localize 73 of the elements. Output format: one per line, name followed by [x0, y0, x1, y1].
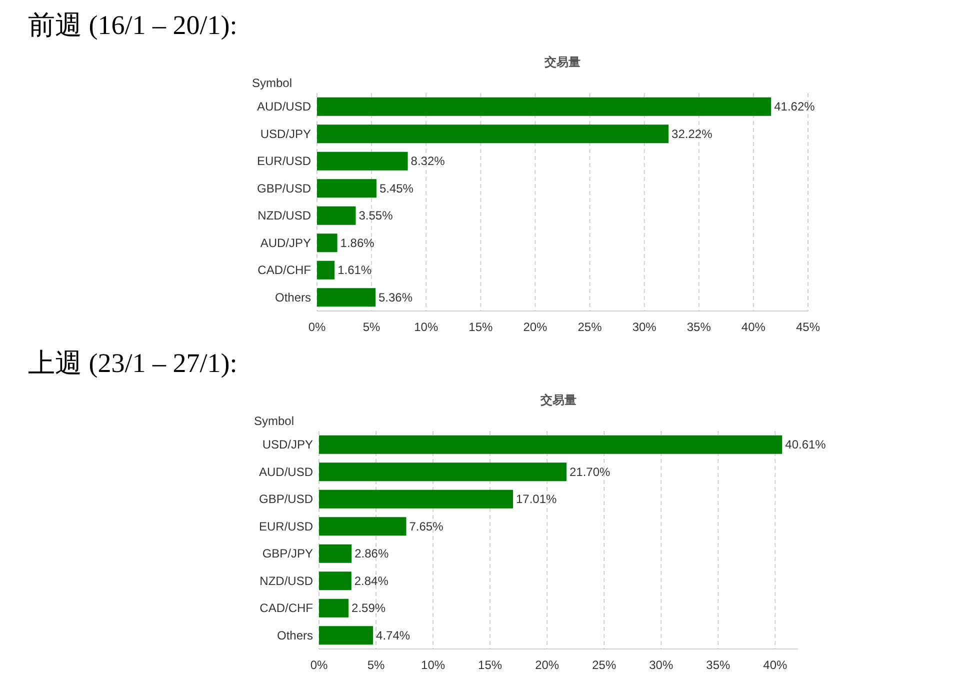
data-label: 21.70% — [569, 464, 611, 479]
data-label: 5.36% — [378, 290, 413, 304]
x-tick-label: 25% — [578, 320, 602, 334]
x-tick-label: 10% — [414, 320, 438, 334]
x-tick-label: 40% — [763, 658, 788, 672]
data-label: 2.84% — [354, 574, 389, 588]
bar — [317, 260, 335, 280]
y-tick-label: AUD/USD — [258, 464, 314, 479]
x-tick-label: 25% — [592, 658, 616, 672]
bar — [317, 97, 772, 116]
y-tick-label: Others — [274, 290, 311, 304]
y-axis-title: Symbol — [252, 76, 292, 90]
data-label: 2.59% — [352, 601, 386, 616]
y-tick-label: GBP/USD — [256, 181, 312, 196]
x-tick-label: 35% — [706, 658, 730, 672]
data-label: 4.74% — [376, 628, 410, 642]
bar — [317, 234, 338, 252]
y-tick-label: EUR/USD — [258, 519, 314, 534]
x-tick-label: 5% — [362, 320, 381, 334]
bar — [319, 598, 349, 618]
bar — [317, 179, 376, 198]
y-axis-title: Symbol — [254, 414, 294, 428]
x-tick-label: 5% — [367, 658, 386, 672]
data-label: 3.55% — [358, 208, 394, 223]
chart-title: 前週 (16/1 – 20/1): — [28, 10, 238, 40]
x-tick-label: 15% — [478, 658, 502, 672]
y-tick-label: AUD/JPY — [260, 236, 311, 250]
data-label: 32.22% — [672, 126, 713, 141]
chart-subtitle: 交易量 — [544, 55, 580, 69]
bar — [319, 490, 513, 508]
bar — [319, 435, 782, 454]
data-label: 40.61% — [785, 438, 826, 452]
y-tick-label: USD/JPY — [262, 438, 313, 452]
x-tick-label: 0% — [310, 658, 328, 672]
x-tick-label: 40% — [741, 320, 766, 334]
x-tick-label: 30% — [632, 320, 657, 334]
bar — [317, 288, 376, 307]
y-tick-label: USD/JPY — [260, 126, 311, 141]
x-tick-label: 20% — [535, 658, 560, 672]
chart-subtitle: 交易量 — [540, 393, 576, 407]
x-tick-label: 0% — [308, 320, 326, 334]
x-tick-label: 15% — [468, 320, 493, 334]
x-tick-label: 35% — [686, 320, 712, 334]
bar — [317, 124, 669, 144]
bar — [319, 626, 374, 645]
bar — [317, 206, 356, 225]
y-tick-label: NZD/USD — [258, 208, 312, 223]
bar — [319, 462, 566, 482]
data-label: 2.86% — [354, 546, 389, 561]
x-tick-label: 30% — [649, 658, 674, 672]
x-tick-label: 10% — [421, 658, 446, 672]
data-label: 1.61% — [338, 263, 372, 278]
y-tick-label: EUR/USD — [256, 154, 312, 168]
bar — [317, 152, 408, 170]
x-tick-label: 45% — [796, 320, 820, 334]
chart-title: 上週 (23/1 – 27/1): — [28, 348, 238, 378]
data-label: 8.32% — [410, 154, 446, 168]
data-label: 17.01% — [516, 492, 558, 506]
y-tick-label: CAD/CHF — [258, 263, 311, 278]
y-tick-label: GBP/USD — [258, 492, 314, 506]
x-tick-label: 20% — [523, 320, 548, 334]
y-tick-label: Others — [276, 628, 313, 642]
data-label: 1.86% — [340, 236, 375, 250]
y-tick-label: NZD/USD — [260, 574, 314, 588]
data-label: 41.62% — [774, 100, 816, 114]
bar — [319, 572, 352, 590]
data-label: 5.45% — [379, 181, 414, 196]
y-tick-label: CAD/CHF — [260, 601, 313, 616]
bar — [319, 544, 352, 563]
bar — [319, 517, 406, 536]
data-label: 7.65% — [409, 519, 444, 534]
y-tick-label: GBP/JPY — [262, 546, 313, 561]
y-tick-label: AUD/USD — [256, 100, 312, 114]
